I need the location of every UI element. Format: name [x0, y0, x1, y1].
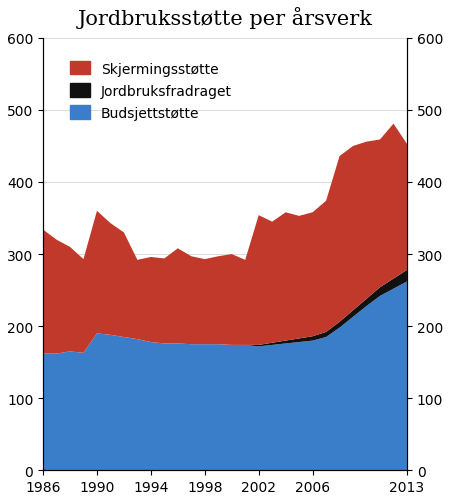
Title: Jordbruksstøtte per årsverk: Jordbruksstøtte per årsverk: [77, 7, 373, 29]
Legend: Skjermingsstøtte, Jordbruksfradraget, Budsjettstøtte: Skjermingsstøtte, Jordbruksfradraget, Bu…: [64, 57, 237, 126]
